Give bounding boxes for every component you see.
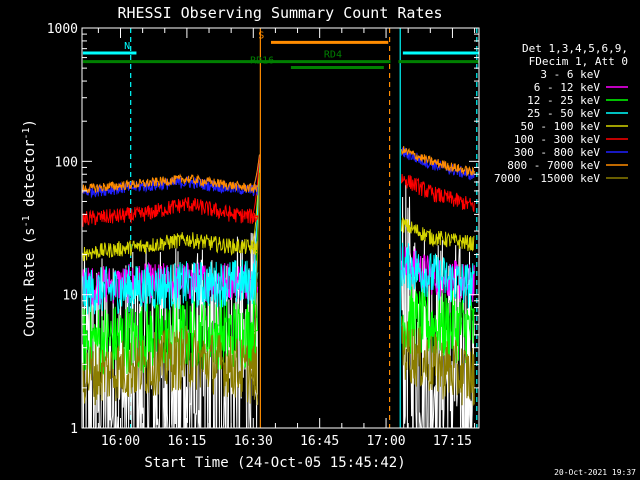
y-axis-label-sup1: -1 (21, 215, 32, 227)
series-line-3-seg2 (401, 242, 475, 309)
y-axis-label-start: Count Rate (s (22, 227, 38, 337)
series-line-8-seg1 (82, 172, 260, 406)
legend-label-3: 25 - 50 keV (527, 107, 600, 120)
legend-label-2: 12 - 25 keV (527, 94, 600, 107)
series-line-2-seg2 (401, 286, 475, 364)
legend-header-0: Det 1,3,4,5,6,9, (522, 42, 628, 55)
legend-label-1: 6 - 12 keV (534, 81, 601, 94)
flag-label-0: N (124, 41, 130, 52)
y-tick-label-1: 10 (62, 289, 78, 304)
flag-label-1: S (258, 30, 264, 41)
x-tick-label-1: 16:15 (167, 434, 206, 449)
timestamp: 20-Oct-2021 19:37 (554, 468, 636, 477)
x-tick-label-0: 16:00 (101, 434, 140, 449)
legend-label-5: 100 - 300 keV (514, 133, 600, 146)
x-tick-label-4: 17:00 (366, 434, 405, 449)
legend-label-4: 50 - 100 keV (521, 120, 601, 133)
x-tick-label-2: 16:30 (234, 434, 273, 449)
y-tick-label-3: 1000 (47, 22, 78, 37)
series-line-4-seg1 (82, 160, 260, 262)
series-line-8-seg2 (401, 316, 475, 406)
series-line-5-seg2 (401, 173, 475, 212)
x-tick-label-3: 16:45 (300, 434, 339, 449)
series-line-7-seg1 (82, 154, 260, 194)
legend-label-6: 300 - 800 keV (514, 146, 600, 159)
y-axis-label-mid: detector (22, 140, 38, 216)
x-axis-label: Start Time (24-Oct-05 15:45:42) (144, 455, 405, 471)
legend-label-8: 7000 - 15000 keV (494, 172, 600, 185)
series-line-3-seg1 (82, 163, 260, 315)
plot-area: N S RD4 RD16 (82, 28, 479, 429)
legend-label-0: 3 - 6 keV (540, 68, 600, 81)
series-line-4-seg2 (401, 217, 475, 252)
series-line-7-seg2 (401, 146, 475, 176)
flag-label-3: RD16 (250, 56, 274, 67)
y-axis-label-sup2: -1 (21, 127, 32, 139)
y-axis-label: Count Rate (s-1 detector-1) (21, 119, 38, 337)
legend-label-7: 800 - 7000 keV (507, 159, 600, 172)
series-line-6-seg2 (401, 147, 475, 181)
y-tick-label-2: 100 (55, 155, 78, 170)
flag-label-2: RD4 (324, 50, 342, 61)
chart-title: RHESSI Observing Summary Count Rates (117, 4, 442, 22)
y-axis-label-end: ) (22, 119, 38, 127)
plot-frame (81, 27, 480, 429)
y-tick-label-0: 1 (70, 422, 78, 437)
x-tick-label-5: 17:15 (433, 434, 472, 449)
legend: Det 1,3,4,5,6,9,FDecim 1, Att 03 - 6 keV… (494, 42, 628, 185)
legend-header-1: FDecim 1, Att 0 (529, 55, 628, 68)
axes: 1 10 100 1000 16:00 16:15 16:30 16:45 17:00 17:15 (47, 22, 479, 449)
series-line-5-seg1 (82, 157, 260, 227)
